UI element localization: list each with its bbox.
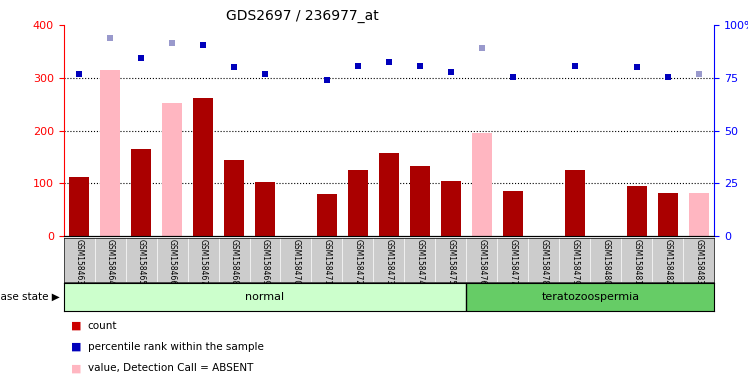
Text: GSM158465: GSM158465 [137,239,146,285]
Bar [64,283,467,311]
Text: GSM158470: GSM158470 [292,239,301,285]
Text: GSM158473: GSM158473 [384,239,393,285]
Text: GSM158476: GSM158476 [477,239,486,285]
Bar [379,153,399,236]
Text: GSM158479: GSM158479 [571,239,580,285]
Bar [565,170,585,236]
Bar [657,193,678,236]
Bar [317,194,337,236]
Text: GSM158475: GSM158475 [447,239,456,285]
Bar [69,177,89,236]
Bar [224,160,244,236]
Bar [689,193,709,236]
Text: GSM158469: GSM158469 [260,239,269,285]
Text: GSM158468: GSM158468 [230,239,239,285]
Text: disease state ▶: disease state ▶ [0,292,60,302]
Text: GSM158471: GSM158471 [322,239,331,285]
Bar [193,98,213,236]
Text: GSM158477: GSM158477 [509,239,518,285]
Text: GSM158481: GSM158481 [632,239,641,285]
Text: GDS2697 / 236977_at: GDS2697 / 236977_at [226,8,379,23]
Text: GSM158482: GSM158482 [663,239,672,285]
Bar [627,186,647,236]
Text: GSM158483: GSM158483 [694,239,703,285]
Text: ■: ■ [71,342,82,352]
Text: GSM158478: GSM158478 [539,239,548,285]
Bar [410,166,430,236]
Text: GSM158467: GSM158467 [198,239,207,285]
Text: normal: normal [245,292,284,302]
Text: GSM158480: GSM158480 [601,239,610,285]
Text: GSM158466: GSM158466 [168,239,177,285]
Text: GSM158463: GSM158463 [75,239,84,285]
Text: value, Detection Call = ABSENT: value, Detection Call = ABSENT [88,363,253,373]
Bar [472,133,492,236]
Bar [162,103,182,236]
Bar [100,70,120,236]
Bar [503,191,523,236]
Text: teratozoospermia: teratozoospermia [542,292,640,302]
Text: GSM158472: GSM158472 [354,239,363,285]
Bar [348,170,368,236]
Text: GSM158464: GSM158464 [105,239,114,285]
Bar [131,149,151,236]
Bar [441,181,461,236]
Text: GSM158474: GSM158474 [415,239,424,285]
Bar [255,182,275,236]
Text: ■: ■ [71,321,82,331]
Text: percentile rank within the sample: percentile rank within the sample [88,342,263,352]
Text: ■: ■ [71,363,82,373]
Bar [467,283,714,311]
Text: count: count [88,321,117,331]
